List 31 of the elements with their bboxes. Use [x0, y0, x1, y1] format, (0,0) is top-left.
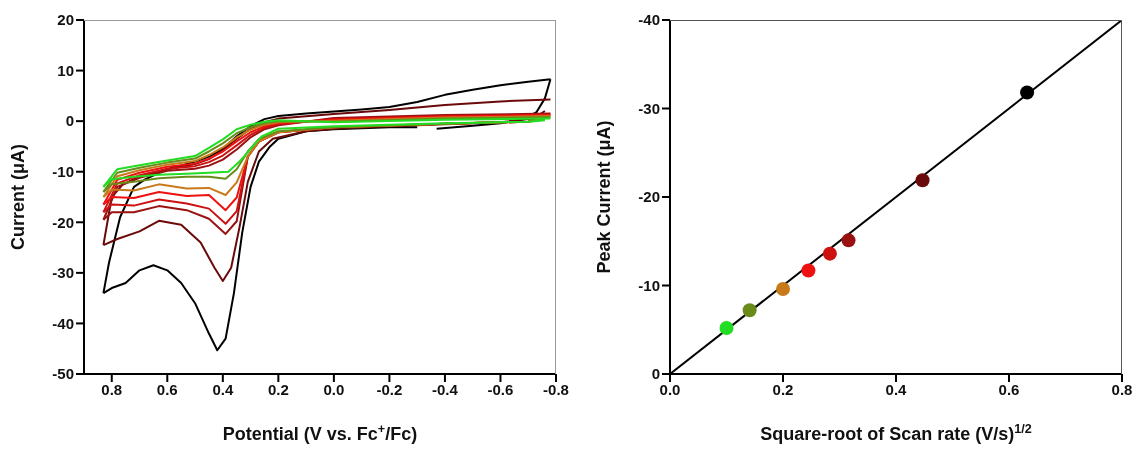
x-tick-label: 0.2	[772, 380, 794, 398]
y-tick-label: 0	[651, 365, 660, 383]
x-tick-label: 0.2	[267, 380, 289, 398]
x-tick-label: 0.8	[1111, 380, 1133, 398]
y-tick-label: -10	[52, 163, 74, 181]
x-tick-label: 0.6	[156, 380, 178, 398]
x-tick-label: 0.0	[323, 380, 345, 398]
y-tick-label: -10	[638, 276, 660, 294]
x-tick-label: 0.0	[659, 380, 681, 398]
y-tick-label: -40	[52, 314, 74, 332]
x-axis-title: Potential (V vs. Fc$^{+}$/Fc)	[222, 422, 418, 444]
y-axis-title: Current (μA)	[8, 143, 28, 251]
y-tick-label: 10	[57, 61, 74, 79]
x-tick-label: -0.4	[432, 380, 459, 398]
y-tick-label: -20	[638, 188, 660, 206]
y-tick-label: -30	[638, 99, 660, 117]
y-tick-label: 0	[65, 112, 74, 130]
y-tick-label: 20	[57, 11, 74, 29]
y-tick-label: -20	[52, 213, 74, 231]
x-tick-label: -0.8	[543, 380, 569, 398]
y-tick-label: -50	[52, 365, 74, 383]
x-tick-label: 0.4	[885, 380, 908, 398]
y-axis-title: Peak Current (μA)	[594, 120, 614, 274]
x-tick-label: 0.4	[212, 380, 234, 398]
x-tick-label: 0.6	[998, 380, 1020, 398]
x-tick-label: -0.6	[487, 380, 514, 398]
x-axis-title: Square-root of Scan rate (V/s)$^{1/2}$	[760, 422, 1032, 444]
x-tick-label: 0.8	[101, 380, 123, 398]
y-tick-label: -30	[52, 264, 74, 282]
x-tick-label: -0.2	[376, 380, 403, 398]
y-tick-label: -40	[638, 11, 660, 29]
